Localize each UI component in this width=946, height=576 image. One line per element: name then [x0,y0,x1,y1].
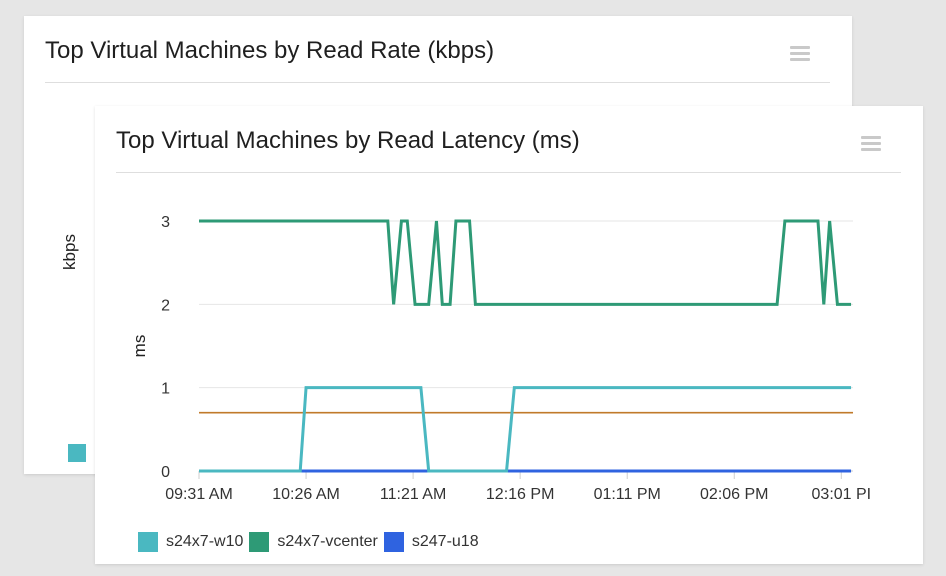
y-tick-label: 2 [161,297,170,314]
x-tick-label: 01:11 PM [594,486,661,503]
chart-legend: s24x7-w10 s24x7-vcenter s247-u18 [138,532,485,552]
read-rate-y-axis-label: kbps [60,234,79,270]
read-latency-card: Top Virtual Machines by Read Latency (ms… [95,106,923,564]
legend-item-s24x7-w10[interactable]: s24x7-w10 [138,532,243,552]
x-tick-label: 11:21 AM [380,486,446,503]
x-tick-label: 12:16 PM [486,486,554,503]
read-latency-title: Top Virtual Machines by Read Latency (ms… [116,127,580,154]
y-tick-label: 0 [161,464,170,481]
y-tick-label: 1 [161,381,170,398]
y-axis-label: ms [130,335,149,358]
legend-swatch [249,532,270,552]
series-line-s24x7-vcenter [199,219,852,306]
read-rate-legend-swatch[interactable] [68,444,86,462]
series-line-s24x7-w10 [199,386,852,473]
read-latency-menu-icon[interactable] [861,136,881,152]
legend-label: s24x7-vcenter [277,533,378,550]
read-rate-title: Top Virtual Machines by Read Rate (kbps) [45,37,495,64]
legend-label: s247-u18 [411,533,479,550]
read-rate-menu-icon[interactable] [790,46,810,62]
legend-swatch [383,532,404,552]
read-rate-title-divider [45,82,830,83]
x-tick-label: 03:01 PI [812,486,872,503]
legend-swatch [138,532,158,552]
x-tick-label: 09:31 AM [165,486,233,503]
read-latency-title-divider [116,172,901,173]
legend-item-s24x7-vcenter[interactable]: s24x7-vcenter [249,532,378,552]
x-tick-label: 02:06 PM [700,486,768,503]
legend-item-s247-u18[interactable]: s247-u18 [383,532,479,552]
x-tick-label: 10:26 AM [272,486,340,503]
y-tick-label: 3 [161,214,170,231]
read-latency-chart: 0 1 2 3 09:31 AM 10:26 AM 11:21 AM 12:16 PM 01:1… [130,214,872,503]
legend-label: s24x7-w10 [166,533,244,550]
